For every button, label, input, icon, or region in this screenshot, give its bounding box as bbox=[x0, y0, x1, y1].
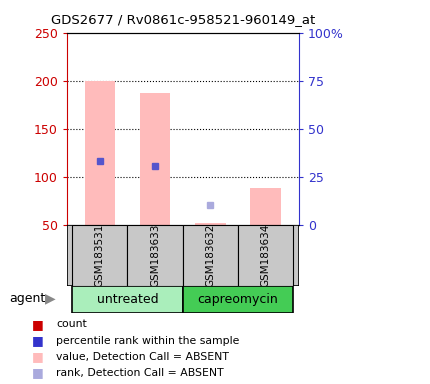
Text: GSM183633: GSM183633 bbox=[150, 223, 160, 287]
Text: untreated: untreated bbox=[97, 293, 158, 306]
Bar bbox=[183, 286, 293, 313]
Bar bbox=[250, 188, 281, 225]
Text: GSM183531: GSM183531 bbox=[95, 223, 105, 287]
Bar bbox=[72, 225, 127, 286]
Bar bbox=[127, 225, 183, 286]
Text: ▶: ▶ bbox=[46, 292, 56, 306]
Text: GDS2677 / Rv0861c-958521-960149_at: GDS2677 / Rv0861c-958521-960149_at bbox=[51, 13, 315, 26]
Text: agent: agent bbox=[9, 292, 46, 305]
Text: GSM183634: GSM183634 bbox=[261, 223, 270, 287]
Text: ■: ■ bbox=[32, 334, 44, 347]
Bar bbox=[85, 81, 115, 225]
Bar bbox=[195, 223, 226, 225]
Text: ■: ■ bbox=[32, 366, 44, 379]
Text: percentile rank within the sample: percentile rank within the sample bbox=[56, 336, 239, 346]
Text: rank, Detection Call = ABSENT: rank, Detection Call = ABSENT bbox=[56, 368, 224, 378]
Bar bbox=[183, 225, 238, 286]
Text: GSM183632: GSM183632 bbox=[206, 223, 215, 287]
Bar bbox=[238, 225, 293, 286]
Text: value, Detection Call = ABSENT: value, Detection Call = ABSENT bbox=[56, 352, 229, 362]
Text: ■: ■ bbox=[32, 318, 44, 331]
Bar bbox=[140, 93, 170, 225]
Text: capreomycin: capreomycin bbox=[198, 293, 278, 306]
Bar bbox=[72, 286, 183, 313]
Text: ■: ■ bbox=[32, 350, 44, 363]
Text: count: count bbox=[56, 319, 87, 329]
